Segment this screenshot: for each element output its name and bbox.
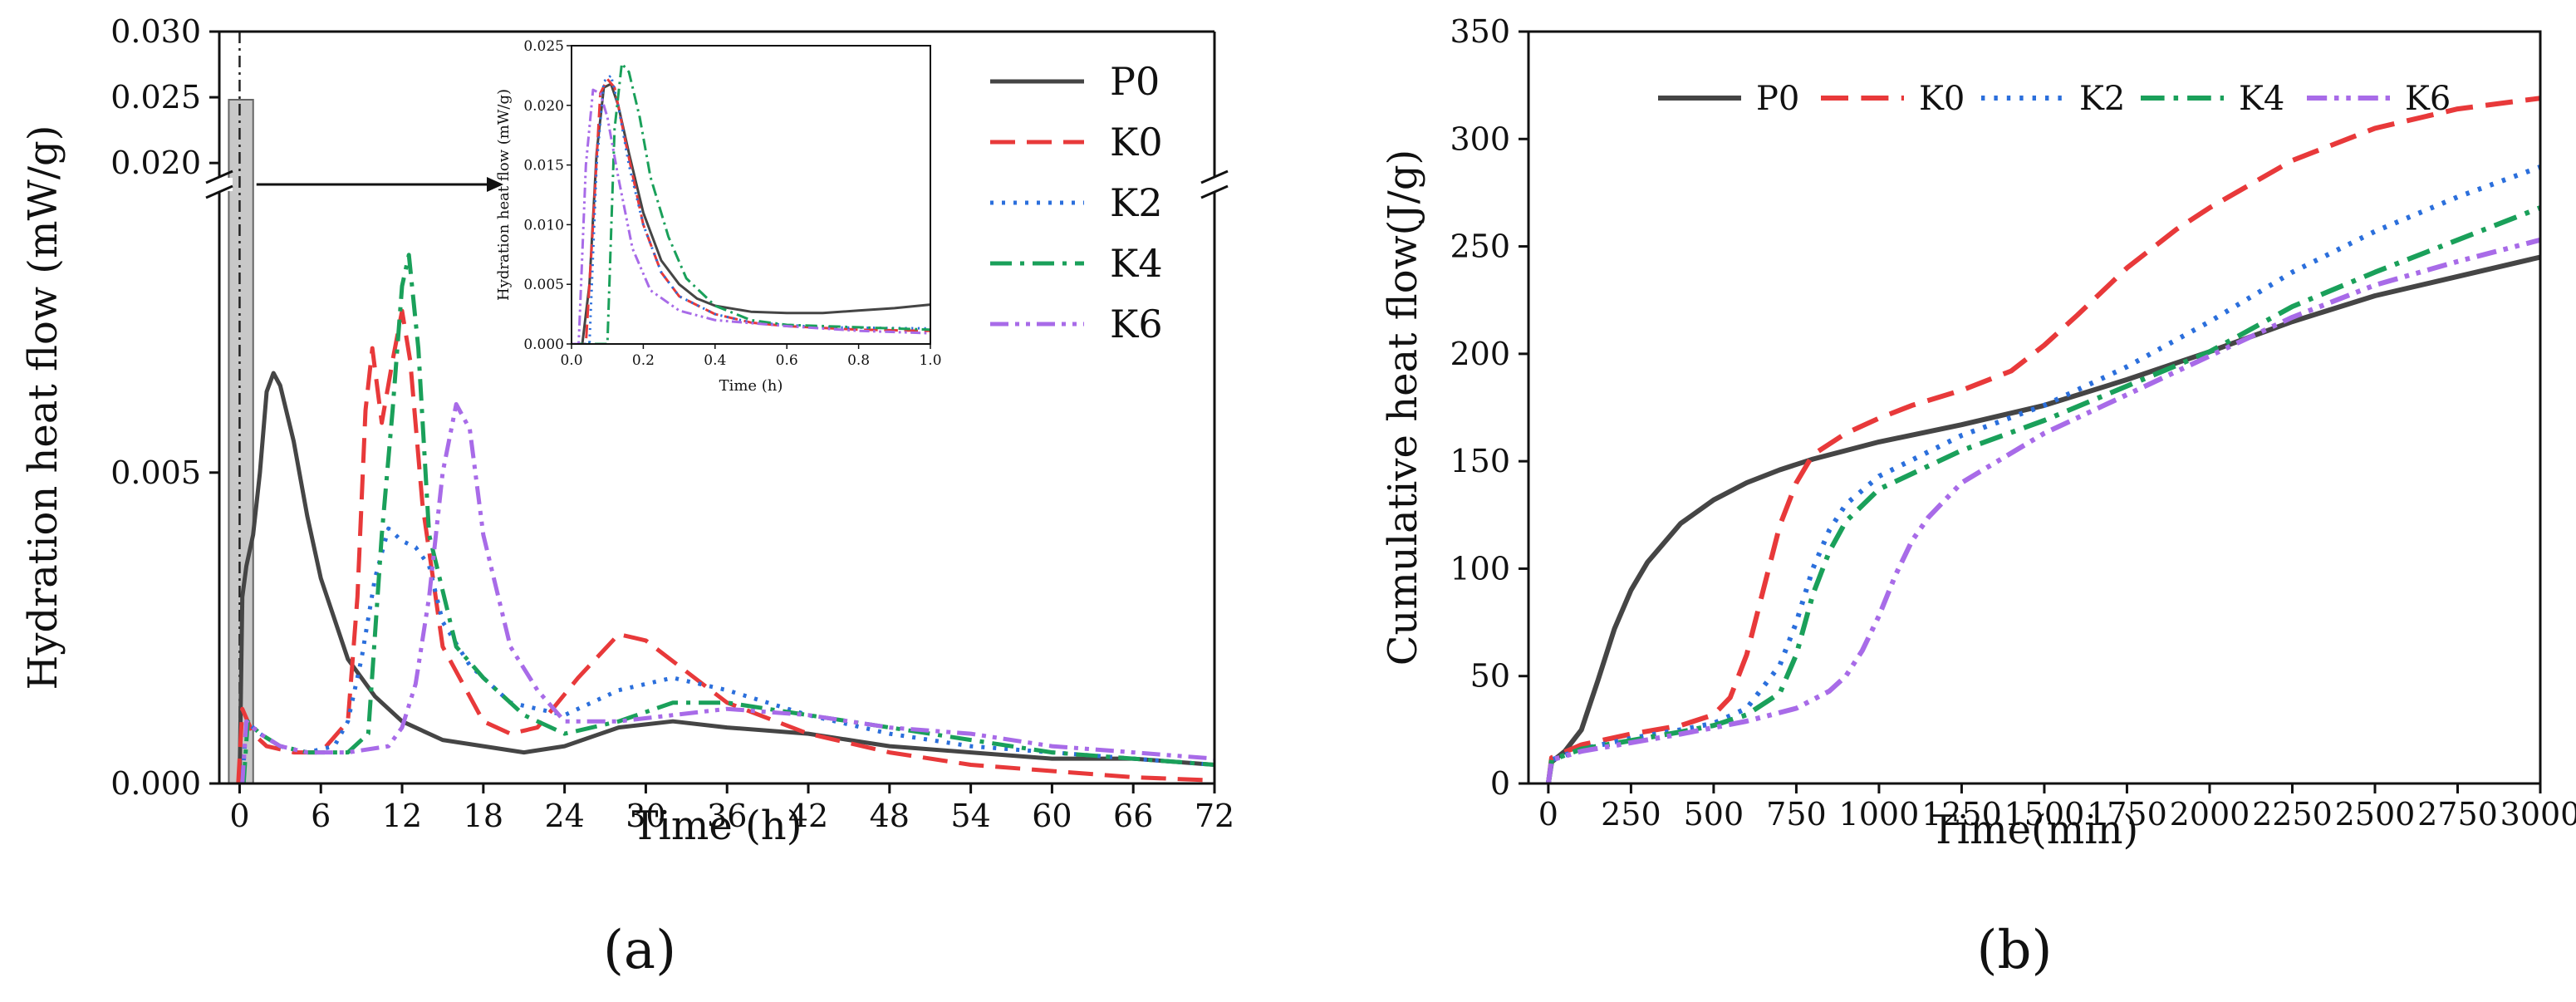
panel-a: 0 6 12 18 24 30 36 42 48 54 60 66 720.0000.0050.0200… xyxy=(20,13,1234,849)
y-tick-label-a: 0.020 xyxy=(110,145,201,181)
legend-label-b-k6: K6 xyxy=(2405,80,2451,118)
x-tick-label-a: 24 xyxy=(544,798,584,834)
x-tick-label-a: 60 xyxy=(1032,798,1072,834)
x-tick-label-b: 2250 xyxy=(2252,796,2333,833)
inset-y-tick-label: 0.015 xyxy=(523,158,564,174)
inset-series-line-k4 xyxy=(572,62,930,344)
x-tick-label-b: 1000 xyxy=(1839,796,1920,833)
y-tick-label-b: 300 xyxy=(1450,120,1510,157)
axis-break-mark xyxy=(1200,184,1229,199)
legend-label-a-k2: K2 xyxy=(1110,180,1163,225)
legend-label-b-p0: P0 xyxy=(1756,80,1799,118)
inset-x-axis-title: Time (h) xyxy=(719,377,783,395)
panel-b: 0 250 500 750 1000 1250 1500 1750 2000 2250 2500 27… xyxy=(1380,13,2576,853)
x-tick-label-b: 3000 xyxy=(2500,796,2576,833)
plot-frame-b xyxy=(1527,30,2542,785)
y-tick-label-b: 350 xyxy=(1450,13,1510,50)
inset-x-tick-label: 1.0 xyxy=(919,352,941,369)
series-line-b-k6 xyxy=(1545,237,2540,783)
series-line-b-p0 xyxy=(1545,254,2540,783)
x-tick-label-a: 18 xyxy=(464,798,503,834)
x-tick-label-a: 36 xyxy=(707,798,747,834)
legend-label-a-k4: K4 xyxy=(1110,241,1163,286)
legend-label-b-k0: K0 xyxy=(1919,80,1965,118)
series-line-a-p0 xyxy=(237,371,1214,783)
x-tick-label-b: 1250 xyxy=(1921,796,2002,833)
zoom-arrow-head xyxy=(487,177,503,192)
inset-x-tick-label: 0.4 xyxy=(704,352,726,369)
inset-y-axis-title: Hydration heat flow (mW/g) xyxy=(495,89,513,301)
axis-break-mark xyxy=(1200,169,1229,184)
x-tick-label-b: 0 xyxy=(1538,796,1558,833)
series-line-a-k6 xyxy=(240,402,1214,783)
x-tick-label-b: 1500 xyxy=(2004,796,2085,833)
inset-series-group xyxy=(572,62,930,344)
series-group-b xyxy=(1545,96,2540,783)
y-tick-label-b: 50 xyxy=(1470,658,1510,695)
series-line-b-k0 xyxy=(1545,96,2540,783)
y-tick-label-b: 150 xyxy=(1450,443,1510,479)
axis-break-mark xyxy=(205,184,233,199)
inset-background xyxy=(572,46,930,344)
inset-frame xyxy=(571,45,931,345)
x-tick-label-b: 750 xyxy=(1766,796,1827,833)
x-tick-label-b: 2500 xyxy=(2335,796,2416,833)
inset-chart: 0.0 0.2 0.4 0.6 0.8 1.0 0.000 0.005 0.010 0.015 0.… xyxy=(495,38,942,395)
panel-b-label: (b) xyxy=(1977,920,2053,981)
inset-y-tick-label: 0.020 xyxy=(523,98,564,115)
x-tick-label-b: 500 xyxy=(1684,796,1744,833)
x-tick-label-a: 12 xyxy=(382,798,422,834)
axis-break-mark xyxy=(205,169,233,184)
legend-label-a-p0: P0 xyxy=(1110,59,1160,104)
y-axis-title-b: Cumulative heat flow(J/g) xyxy=(1380,150,1426,666)
inset-x-tick-label: 0.0 xyxy=(560,352,582,369)
y-tick-label-b: 250 xyxy=(1450,228,1510,265)
x-tick-label-a: 48 xyxy=(870,798,910,834)
x-tick-label-a: 6 xyxy=(311,798,331,834)
legend-label-b-k4: K4 xyxy=(2239,80,2284,118)
x-tick-label-b: 1750 xyxy=(2087,796,2167,833)
y-axis-title-a: Hydration heat flow (mW/g) xyxy=(20,125,66,690)
y-tick-label-b: 200 xyxy=(1450,336,1510,372)
inset-x-tick-label: 0.6 xyxy=(776,352,798,369)
legend-label-b-k2: K2 xyxy=(2079,80,2125,118)
y-tick-label-a: 0.030 xyxy=(110,13,201,50)
series-group-a xyxy=(236,253,1214,783)
x-tick-label-a: 30 xyxy=(626,798,665,834)
x-axis-title-b: Time(min) xyxy=(1931,807,2139,853)
legend-label-a-k0: K0 xyxy=(1110,120,1163,165)
inset-series-line-k6 xyxy=(572,88,930,344)
y-tick-label-b: 100 xyxy=(1450,550,1510,587)
y-tick-label-a: 0.005 xyxy=(110,454,201,491)
x-axis-title-a: Time (h) xyxy=(632,803,802,849)
y-tick-label-a: 0.025 xyxy=(110,79,201,115)
series-line-b-k2 xyxy=(1545,165,2540,783)
x-tick-label-a: 66 xyxy=(1113,798,1153,834)
x-tick-label-a: 0 xyxy=(229,798,249,834)
x-tick-label-b: 250 xyxy=(1601,796,1661,833)
x-tick-label-a: 42 xyxy=(788,798,828,834)
x-tick-label-a: 72 xyxy=(1195,798,1234,834)
inset-y-tick-label: 0.010 xyxy=(523,217,564,233)
legend-label-a-k6: K6 xyxy=(1110,302,1163,346)
x-tick-label-b: 2750 xyxy=(2417,796,2498,833)
inset-y-tick-label: 0.005 xyxy=(523,277,564,293)
y-tick-label-b: 0 xyxy=(1490,765,1510,802)
inset-y-tick-label: 0.000 xyxy=(523,336,564,353)
inset-x-tick-label: 0.2 xyxy=(632,352,655,369)
inset-x-tick-label: 0.8 xyxy=(847,352,870,369)
inset-y-tick-label: 0.025 xyxy=(523,38,564,55)
panel-a-label: (a) xyxy=(603,920,676,981)
x-tick-label-a: 54 xyxy=(950,798,990,834)
x-tick-label-b: 2000 xyxy=(2170,796,2250,833)
y-tick-label-a: 0.000 xyxy=(110,765,201,802)
